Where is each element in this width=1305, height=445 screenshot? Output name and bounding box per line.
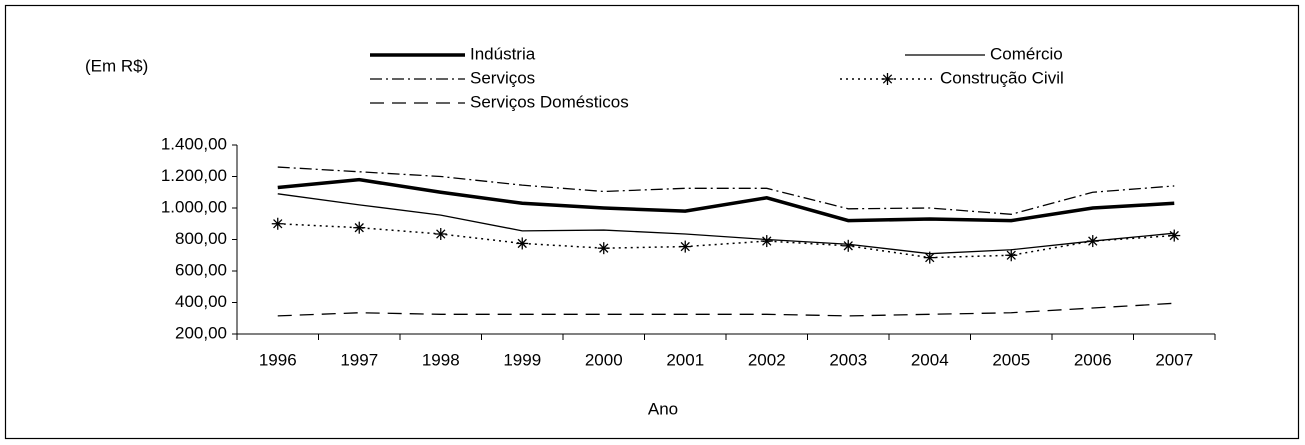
y-tick-label: 600,00 [175,260,227,279]
marker [597,242,610,255]
x-tick-label: 2006 [1074,350,1112,369]
x-tick-label: 1998 [422,350,460,369]
marker [271,217,284,230]
marker [1168,229,1181,242]
y-tick-label: 800,00 [175,229,227,248]
series-line [277,302,1175,317]
marker [842,239,855,252]
marker [679,240,692,253]
legend-label: Serviços [470,68,535,87]
x-axis-label: Ano [648,399,678,418]
x-tick-label: 2003 [829,350,867,369]
legend-label: Serviços Domésticos [470,92,629,111]
x-tick-label: 2004 [911,350,949,369]
marker [923,251,936,264]
y-tick-label: 400,00 [175,292,227,311]
x-tick-label: 1997 [340,350,378,369]
y-unit-label: (Em R$) [85,56,148,75]
y-tick-label: 1.200,00 [161,166,227,185]
x-tick-label: 2000 [585,350,623,369]
series-line [277,193,1175,255]
y-tick-label: 200,00 [175,323,227,342]
marker [353,221,366,234]
x-tick-label: 1999 [503,350,541,369]
y-tick-label: 1.400,00 [161,134,227,153]
chart-border [4,4,1300,440]
legend-label: Construção Civil [940,68,1064,87]
x-tick-label: 1996 [259,350,297,369]
marker [881,73,894,85]
x-tick-label: 2002 [748,350,786,369]
series-line [277,177,1175,223]
marker [760,235,773,248]
legend-label: Indústria [470,44,536,63]
x-tick-label: 2007 [1155,350,1193,369]
legend-label: Comércio [990,44,1063,63]
marker [1005,249,1018,262]
x-tick-label: 2005 [992,350,1030,369]
series-line [277,166,1175,215]
marker [1086,235,1099,248]
x-tick-label: 2001 [666,350,704,369]
y-tick-label: 1.000,00 [161,197,227,216]
marker [434,227,447,240]
marker [516,237,529,250]
